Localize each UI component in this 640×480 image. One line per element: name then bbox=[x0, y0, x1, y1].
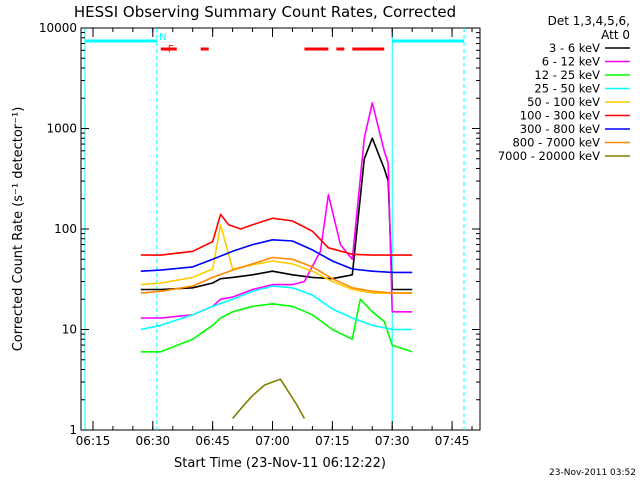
series-line-7000-20000-kev bbox=[231, 378, 306, 420]
y-tick-label: 10 bbox=[62, 323, 77, 337]
legend-label: 7000 - 20000 keV bbox=[498, 149, 600, 163]
legend-label: 100 - 300 keV bbox=[520, 109, 600, 123]
flag-label-F: F bbox=[168, 44, 174, 55]
chart-title: HESSI Observing Summary Count Rates, Cor… bbox=[74, 3, 456, 21]
x-tick-label: 07:00 bbox=[255, 434, 290, 448]
series-line-12-25-kev bbox=[140, 298, 413, 353]
x-tick-label: 07:15 bbox=[315, 434, 350, 448]
legend-label: 12 - 25 keV bbox=[534, 68, 600, 82]
series-line-100-300-kev bbox=[140, 213, 413, 256]
flag-label-N: N bbox=[159, 32, 166, 43]
legend-label: 800 - 7000 keV bbox=[512, 136, 600, 150]
legend-label: 6 - 12 keV bbox=[542, 55, 600, 69]
x-axis-label: Start Time (23-Nov-11 06:12:22) bbox=[174, 456, 386, 471]
x-tick-label: 06:15 bbox=[76, 434, 111, 448]
x-tick-label: 07:30 bbox=[375, 434, 410, 448]
x-tick-label: 07:45 bbox=[435, 434, 470, 448]
flag-layer: NF bbox=[84, 32, 465, 55]
x-axis: 06:15 06:30 06:45 07:00 07:15 07:30 07:45 bbox=[76, 28, 473, 448]
series-line-800-7000-kev bbox=[140, 256, 413, 294]
series-line-3-6-kev bbox=[140, 137, 413, 291]
plot-area: NF 06:15 06:30 06:45 07:00 07:15 07:30 07:45 1… bbox=[39, 21, 481, 448]
series-line-25-50-kev bbox=[140, 285, 413, 331]
x-tick-label: 06:30 bbox=[136, 434, 171, 448]
y-tick-label: 1 bbox=[69, 423, 77, 437]
y-tick-label: 1000 bbox=[46, 122, 77, 136]
y-axis: 1 10 100 1000 10000 bbox=[39, 21, 480, 437]
legend-label: 3 - 6 keV bbox=[549, 41, 600, 55]
x-tick-label: 06:45 bbox=[195, 434, 230, 448]
series-line-50-100-kev bbox=[140, 224, 413, 294]
footer-date: 23-Nov-2011 03:52 bbox=[549, 468, 636, 478]
y-tick-label: 100 bbox=[54, 222, 77, 236]
legend-header-line-2: Att 0 bbox=[601, 28, 630, 42]
vertical-lines bbox=[84, 28, 465, 430]
series-layer bbox=[140, 102, 413, 420]
legend-header-line-1: Det 1,3,4,5,6, bbox=[548, 14, 630, 28]
legend-label: 300 - 800 keV bbox=[520, 122, 600, 136]
series-line-300-800-kev bbox=[140, 239, 413, 274]
y-tick-label: 10000 bbox=[39, 21, 77, 35]
legend-label: 25 - 50 keV bbox=[534, 82, 600, 96]
legend-label: 50 - 100 keV bbox=[527, 95, 600, 109]
plot-frame bbox=[80, 27, 481, 431]
y-axis-label: Corrected Count Rate (s⁻¹ detector⁻¹) bbox=[11, 107, 26, 352]
